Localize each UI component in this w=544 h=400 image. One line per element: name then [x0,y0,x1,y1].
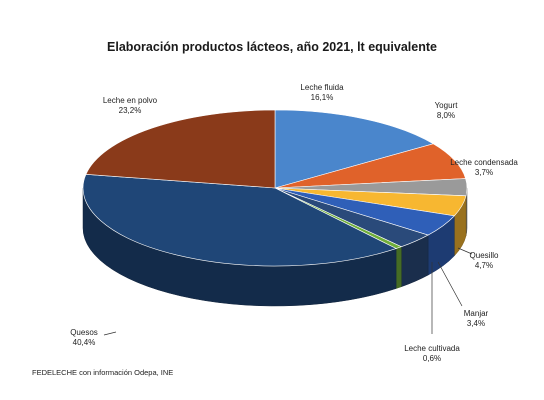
slice-label-0: Leche fluida [300,83,344,92]
pie-tops [82,109,468,267]
slice-value-4: 4,7% [475,261,493,270]
slice-value-6: 0,6% [423,354,441,363]
slice-label-2: Leche condensada [450,158,518,167]
slice-label-1: Yogurt [435,101,459,110]
source-note: FEDELECHE con información Odepa, INE [32,368,174,377]
slice-label-5: Manjar [464,309,489,318]
pie-slice-7 [82,174,397,267]
slice-value-7: 40,4% [73,338,96,347]
pie-slice-0 [274,109,434,189]
slice-label-4: Quesillo [470,251,499,260]
chart-title: Elaboración productos lácteos, año 2021,… [107,40,437,54]
pie-side-6 [395,246,402,289]
pie-sides [82,187,468,307]
slice-value-8: 23,2% [119,106,142,115]
leader-line-5 [437,261,463,307]
slice-value-2: 3,7% [475,168,493,177]
leader-lines [103,247,473,336]
slice-label-7: Quesos [70,328,98,337]
slice-value-0: 16,1% [311,93,334,102]
slice-value-1: 8,0% [437,111,455,120]
slice-label-6: Leche cultivada [404,344,460,353]
slice-label-8: Leche en polvo [103,96,158,105]
slice-value-5: 3,4% [467,319,485,328]
leader-line-7 [103,331,117,336]
leader-line-4 [457,247,473,255]
pie-slice-8 [85,109,276,189]
